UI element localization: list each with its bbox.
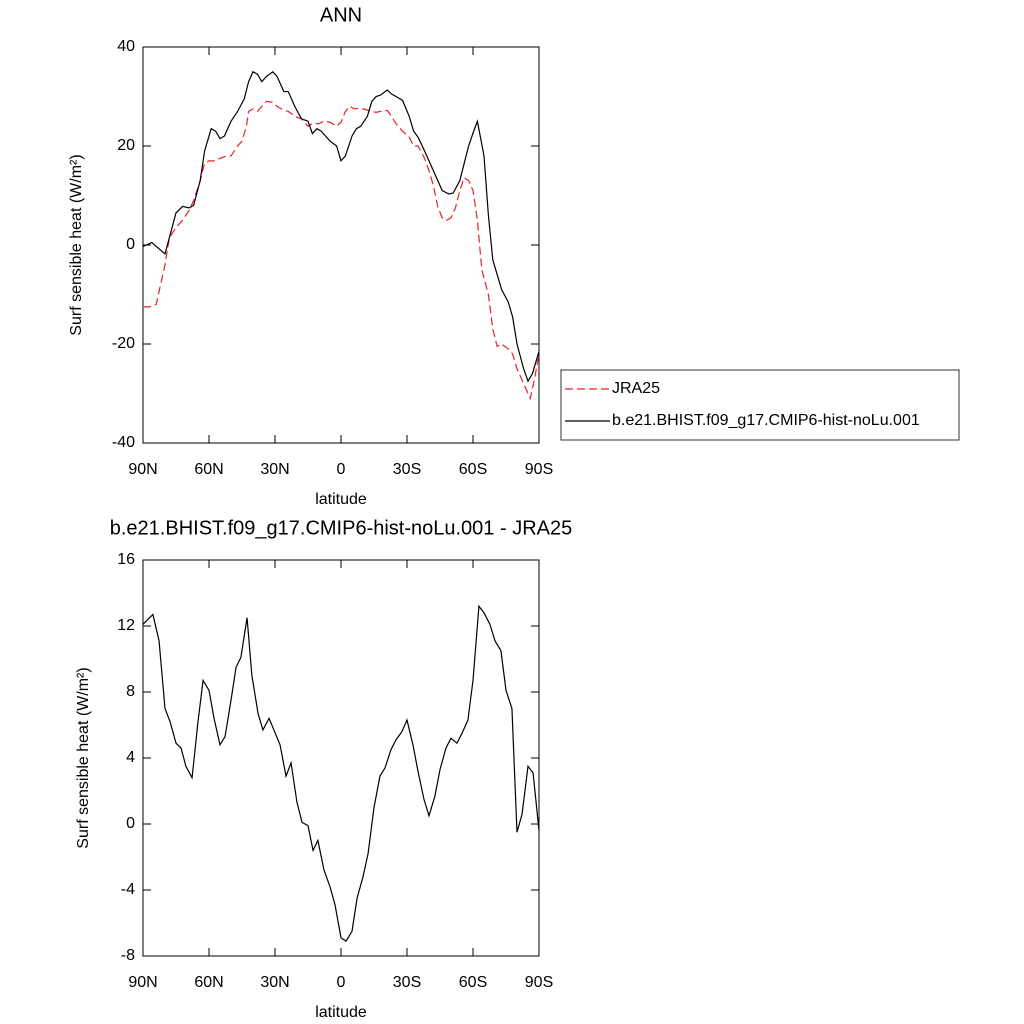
x-tick-label: 60S [459,974,487,991]
data-line [143,100,540,401]
y-tick-label: -4 [121,881,135,898]
x-tick-label: 30S [393,974,421,991]
y-tick-label: 16 [117,551,135,568]
y-tick-label: 40 [117,38,135,55]
chart-title: b.e21.BHIST.f09_g17.CMIP6-hist-noLu.001 … [110,517,572,539]
x-tick-label: 90S [525,461,553,478]
y-tick-label: 0 [126,236,135,253]
x-tick-label: 30S [393,461,421,478]
y-tick-label: -8 [121,947,135,964]
x-tick-label: 90N [128,974,157,991]
x-tick-label: 30N [260,974,289,991]
x-tick-label: 60N [194,461,223,478]
y-tick-label: 20 [117,137,135,154]
y-tick-label: -20 [112,335,135,352]
y-tick-label: 12 [117,617,135,634]
x-axis-label: latitude [315,1004,367,1021]
data-line [142,604,540,942]
y-axis-label: Surf sensible heat (W/m²) [75,667,92,848]
x-tick-label: 60N [194,974,223,991]
x-axis-label: latitude [315,491,367,508]
y-tick-label: 4 [126,749,135,766]
chart-title: ANN [320,4,362,26]
plot-frame [142,559,540,957]
y-tick-label: 8 [126,683,135,700]
legend-label: b.e21.BHIST.f09_g17.CMIP6-hist-noLu.001 [612,412,920,429]
y-tick-label: -40 [112,434,135,451]
y-tick-label: 0 [126,815,135,832]
x-tick-label: 0 [337,461,346,478]
x-tick-label: 90N [128,461,157,478]
x-tick-label: 60S [459,461,487,478]
plot-frame [142,46,540,444]
x-tick-label: 90S [525,974,553,991]
x-tick-label: 0 [337,974,346,991]
legend-label: JRA25 [612,380,660,397]
y-axis-label: Surf sensible heat (W/m²) [68,154,85,335]
legend-box [560,369,960,441]
x-tick-label: 30N [260,461,289,478]
data-line [142,70,540,383]
